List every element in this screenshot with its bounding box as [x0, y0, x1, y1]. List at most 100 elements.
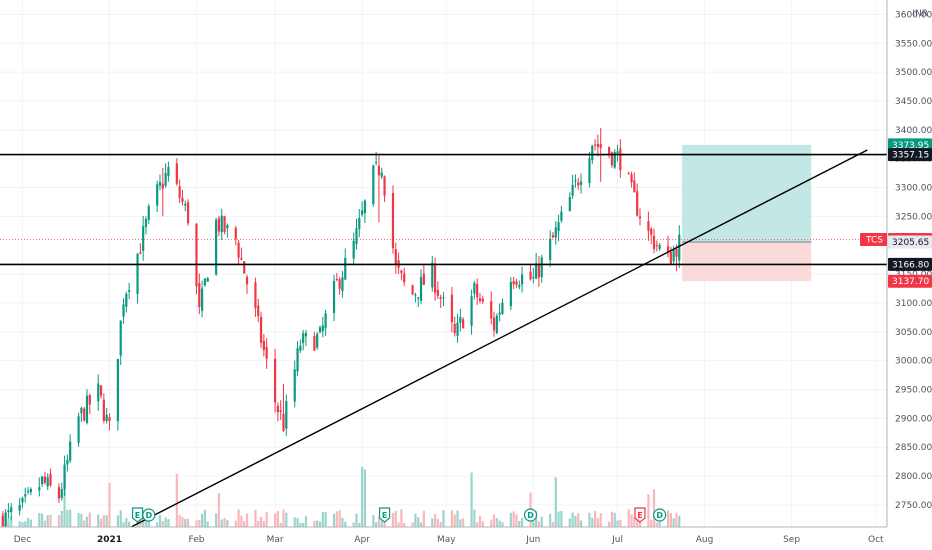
- volume-bar: [43, 520, 47, 527]
- candle-body: [515, 281, 518, 285]
- candle-body: [116, 359, 119, 422]
- candle-body: [652, 235, 656, 249]
- candle-body: [338, 279, 341, 289]
- volume-bar: [122, 522, 125, 527]
- candle-body: [453, 323, 456, 334]
- candle-body: [591, 145, 594, 161]
- time-tick-label: 2021: [97, 535, 122, 545]
- volume-bar: [341, 517, 344, 527]
- time-tick-label: Apr: [354, 535, 370, 545]
- volume-bar: [273, 513, 277, 527]
- position-target-zone[interactable]: [682, 144, 812, 242]
- drawings[interactable]: [0, 149, 887, 529]
- long-position-tool[interactable]: [682, 144, 812, 282]
- volume-bar: [358, 522, 361, 527]
- position-stop-zone[interactable]: [682, 241, 812, 282]
- price-tag: 3137.70: [888, 274, 932, 288]
- candle-body: [377, 165, 381, 176]
- volume-bar: [49, 514, 52, 527]
- volume-bar: [38, 512, 41, 527]
- volume-bar: [439, 521, 442, 527]
- candle-body: [254, 282, 257, 309]
- candle-body: [108, 417, 111, 422]
- volume-bar: [128, 521, 131, 527]
- currency-label: INR: [912, 9, 928, 19]
- candle-body: [358, 218, 361, 229]
- candle-body: [316, 333, 319, 348]
- volume-bar: [7, 519, 10, 527]
- candle-body: [184, 204, 187, 206]
- candle-body: [21, 498, 24, 503]
- volume-bar: [557, 511, 560, 527]
- volume-bar: [181, 517, 184, 527]
- volume-bar: [201, 513, 204, 527]
- time-tick-label: Jul: [611, 535, 623, 545]
- candle-body: [501, 302, 504, 314]
- candle-body: [119, 320, 122, 356]
- earnings-event-marker[interactable]: E: [131, 507, 144, 523]
- candle-body: [46, 477, 49, 487]
- dividend-event-marker[interactable]: D: [653, 508, 667, 522]
- earnings-event-marker[interactable]: E: [378, 507, 391, 523]
- volume-bar: [672, 518, 675, 527]
- candle-body: [313, 335, 316, 351]
- candle-body: [195, 223, 198, 287]
- volume-bar: [217, 493, 221, 527]
- volume-bar: [433, 514, 437, 527]
- candle-body: [588, 158, 591, 184]
- volume-bar: [259, 516, 263, 527]
- volume-bar: [515, 514, 518, 527]
- candle-body: [1, 515, 4, 531]
- volume-bar: [69, 509, 72, 527]
- volume-bar: [658, 517, 661, 527]
- candle-body: [619, 148, 622, 170]
- candle-body: [459, 317, 462, 323]
- dividend-event-marker[interactable]: D: [523, 508, 538, 522]
- candle-body: [206, 278, 209, 282]
- candle-body: [442, 297, 445, 299]
- earnings-event-marker[interactable]: E: [634, 507, 646, 523]
- candle-body: [419, 277, 423, 301]
- candle-body: [613, 151, 616, 168]
- candle-body: [88, 395, 91, 405]
- price-tag-bg: [888, 148, 932, 162]
- price-tag-bg: [888, 274, 932, 288]
- candle-body: [394, 249, 397, 264]
- candle-body: [593, 144, 597, 146]
- volume-bar: [549, 513, 552, 527]
- volume-bar: [18, 521, 21, 527]
- candle-body: [318, 327, 322, 333]
- price-tag-label: 3357.15: [892, 151, 929, 161]
- candle-body: [335, 279, 338, 281]
- candle-body: [599, 144, 602, 149]
- volume-bar: [599, 513, 602, 527]
- volume-bar: [279, 522, 282, 527]
- time-tick-label: Oct: [868, 535, 884, 545]
- candle-body: [178, 186, 181, 198]
- candle-body: [476, 283, 479, 298]
- candle-body: [125, 293, 128, 307]
- candle-body: [262, 340, 265, 351]
- volume-bar: [144, 517, 148, 527]
- dividend-event-marker[interactable]: D: [142, 508, 156, 522]
- price-tag: 3357.15: [888, 148, 932, 162]
- volume-bar: [442, 510, 445, 527]
- event-letter: E: [135, 511, 140, 520]
- volume-bar: [254, 509, 257, 527]
- candle-body: [414, 294, 417, 296]
- time-tick-label: Mar: [267, 535, 284, 545]
- candle-body: [147, 206, 150, 220]
- volume-bar: [80, 513, 83, 527]
- volume-bar: [537, 521, 541, 527]
- candle-body: [7, 510, 10, 513]
- volume-bar: [391, 512, 395, 527]
- price-tick-label: 3450.00: [895, 97, 932, 107]
- trend-line[interactable]: [128, 149, 868, 529]
- candle-body: [571, 184, 574, 196]
- price-tick-label: 3500.00: [895, 68, 932, 78]
- candle-body: [675, 248, 678, 257]
- volume-bar: [167, 519, 170, 527]
